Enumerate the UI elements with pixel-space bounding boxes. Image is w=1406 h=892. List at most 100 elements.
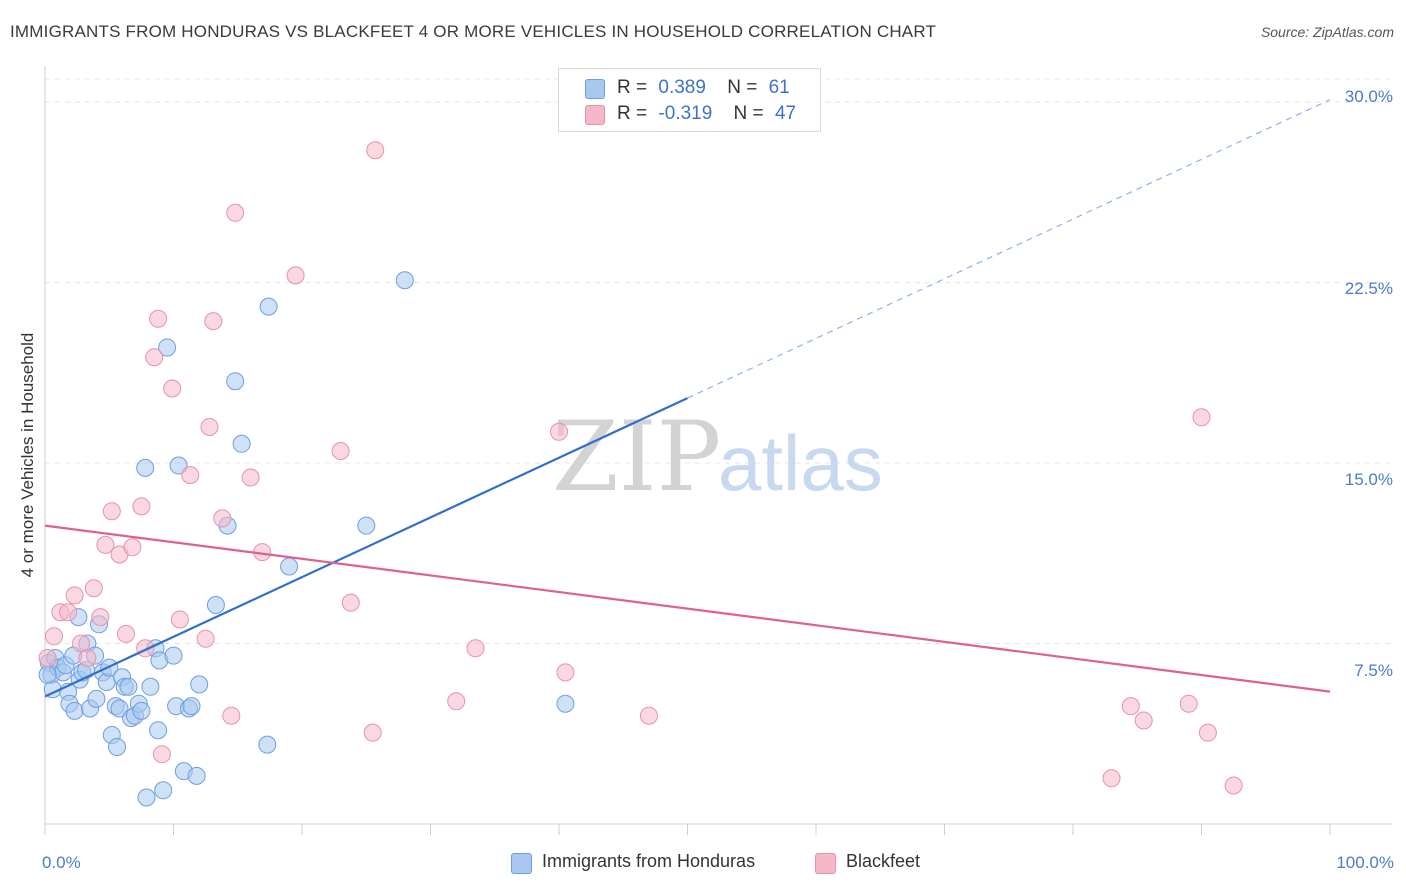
watermark-atlas: atlas — [718, 419, 883, 507]
point-blackfeet — [200, 418, 219, 436]
point-honduras — [556, 694, 575, 713]
point-blackfeet — [226, 203, 245, 222]
point-blackfeet — [152, 745, 171, 764]
point-blackfeet — [213, 509, 232, 528]
point-blackfeet — [1198, 723, 1217, 742]
point-blackfeet — [196, 629, 215, 648]
source-label: Source: ZipAtlas.com — [1260, 24, 1394, 40]
x-tick-label-max: 100.0% — [1336, 853, 1394, 872]
point-blackfeet — [639, 706, 658, 725]
point-blackfeet — [286, 266, 305, 285]
point-honduras — [119, 677, 138, 696]
point-blackfeet — [170, 610, 189, 629]
point-honduras — [87, 689, 106, 708]
y-tick-label-15: 15.0% — [1344, 470, 1393, 489]
point-blackfeet — [1121, 697, 1140, 716]
legend-box: R = 0.389 N = 61 R = -0.319 N = 47 — [558, 68, 821, 132]
point-blackfeet — [1224, 776, 1243, 795]
point-blackfeet — [102, 502, 121, 521]
point-honduras — [206, 596, 225, 614]
legend-r-label: R = — [617, 103, 648, 124]
data-points — [38, 141, 1243, 807]
point-honduras — [357, 516, 376, 535]
point-blackfeet — [366, 141, 385, 160]
legend-n-value: 47 — [774, 103, 797, 124]
point-blackfeet — [59, 603, 78, 622]
point-honduras — [38, 665, 57, 684]
trend-lines — [44, 99, 1331, 698]
point-honduras — [108, 738, 126, 756]
point-blackfeet — [123, 538, 142, 557]
point-blackfeet — [132, 497, 151, 516]
point-honduras — [158, 338, 177, 357]
point-honduras — [232, 434, 251, 453]
legend-r-value: -0.319 — [658, 103, 713, 124]
point-honduras — [258, 735, 277, 754]
point-blackfeet — [78, 649, 97, 667]
x-tick-label-min: 0.0% — [42, 853, 81, 872]
trend-line-honduras-extension — [687, 99, 1331, 399]
point-blackfeet — [550, 422, 568, 441]
point-blackfeet — [91, 608, 110, 627]
point-blackfeet — [181, 466, 200, 485]
point-blackfeet — [341, 593, 360, 612]
point-honduras — [226, 372, 245, 391]
point-blackfeet — [149, 309, 168, 328]
point-honduras — [141, 677, 160, 696]
gridlines — [45, 78, 1392, 645]
legend-r-label: R = — [617, 77, 648, 98]
y-tick-label-7-5: 7.5% — [1354, 661, 1393, 680]
point-blackfeet — [222, 706, 241, 725]
legend-swatch-honduras — [585, 79, 605, 99]
legend-swatch-honduras — [511, 853, 532, 874]
trend-line-honduras — [44, 397, 688, 698]
point-honduras — [136, 458, 155, 477]
trend-line-blackfeet — [44, 524, 1331, 693]
y-tick-label-22-5: 22.5% — [1344, 279, 1393, 298]
watermark-zip: ZIP — [552, 401, 721, 513]
point-honduras — [259, 297, 278, 316]
point-honduras — [137, 788, 156, 807]
point-blackfeet — [1192, 408, 1211, 427]
point-blackfeet — [117, 624, 135, 643]
point-honduras — [190, 675, 209, 694]
y-tick-label-30: 30.0% — [1344, 87, 1393, 106]
legend-n-label: N = — [733, 103, 764, 124]
point-honduras — [395, 271, 414, 290]
chart-title: IMMIGRANTS FROM HONDURAS VS BLACKFEET 4 … — [10, 22, 937, 41]
point-blackfeet — [363, 723, 382, 742]
legend-swatch-blackfeet — [585, 105, 605, 125]
point-honduras — [149, 721, 168, 740]
point-blackfeet — [331, 442, 350, 460]
point-blackfeet — [45, 627, 63, 646]
point-honduras — [164, 646, 183, 665]
point-blackfeet — [204, 312, 223, 331]
legend-r-value: 0.389 — [658, 77, 706, 98]
point-blackfeet — [466, 639, 485, 658]
point-honduras — [154, 781, 173, 800]
legend-label-honduras: Immigrants from Honduras — [542, 851, 756, 871]
axes — [44, 66, 1392, 835]
point-blackfeet — [447, 692, 466, 711]
point-honduras — [280, 557, 299, 576]
point-blackfeet — [96, 535, 115, 554]
legend-label-blackfeet: Blackfeet — [846, 851, 921, 871]
point-blackfeet — [1134, 711, 1153, 730]
point-blackfeet — [241, 468, 260, 487]
point-honduras — [110, 699, 129, 718]
point-blackfeet — [38, 649, 57, 667]
point-blackfeet — [1179, 694, 1198, 713]
point-honduras — [187, 766, 206, 785]
point-blackfeet — [1102, 769, 1121, 788]
point-honduras — [182, 697, 201, 716]
legend-swatch-blackfeet — [815, 853, 836, 874]
point-blackfeet — [84, 579, 103, 598]
legend-n-label: N = — [727, 77, 758, 98]
point-honduras — [169, 456, 188, 475]
point-blackfeet — [145, 348, 164, 367]
point-honduras — [132, 701, 151, 720]
point-honduras — [65, 701, 84, 720]
point-blackfeet — [556, 663, 575, 682]
point-blackfeet — [65, 586, 84, 605]
